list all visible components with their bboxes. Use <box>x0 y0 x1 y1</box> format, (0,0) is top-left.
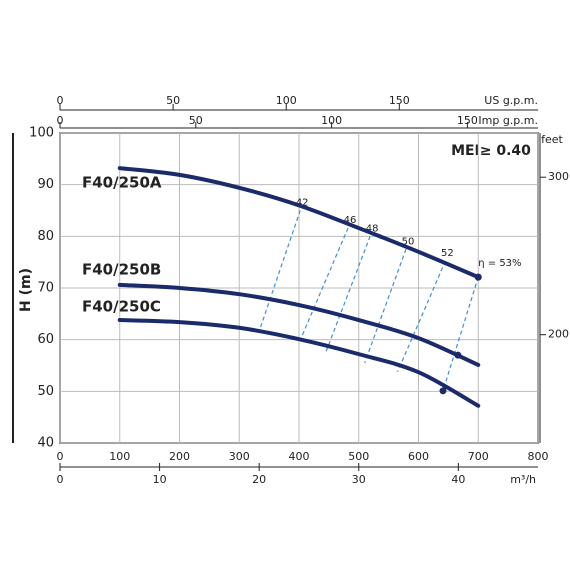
top-axis-label: Imp g.p.m. <box>478 114 538 127</box>
efficiency-line <box>325 236 371 353</box>
top-tick-label: 100 <box>321 114 342 127</box>
efficiency-line <box>364 249 407 364</box>
x-tick-label: 0 <box>57 450 64 463</box>
pump-curve <box>117 166 481 280</box>
y-tick-label: 90 <box>37 177 54 192</box>
x-tick-label: 400 <box>289 450 310 463</box>
y2-tick-label: 200 <box>548 328 569 341</box>
bep-marker <box>439 387 447 395</box>
x2-tick-label: 40 <box>451 473 465 486</box>
annotation-box <box>446 139 536 163</box>
y-tick-label: 80 <box>37 229 54 244</box>
bep-marker <box>474 273 482 281</box>
x-tick-label: 500 <box>348 450 369 463</box>
efficiency-label: 52 <box>441 248 454 259</box>
efficiency-label: 46 <box>344 215 357 226</box>
x2-axis-label: m³/h <box>510 473 536 486</box>
x2-tick-label: 10 <box>153 473 167 486</box>
y-tick-label: 50 <box>37 384 54 399</box>
top-tick-label: 50 <box>166 94 180 107</box>
efficiency-line <box>259 210 301 329</box>
y-tick-label: 40 <box>37 436 54 451</box>
top-tick-label: 0 <box>57 94 64 107</box>
annotation: MEI≥ 0.40 <box>451 143 531 159</box>
x2-tick-label: 0 <box>57 473 64 486</box>
pump-curve <box>117 282 481 367</box>
x-tick-label: 200 <box>169 450 190 463</box>
efficiency-line <box>397 260 446 372</box>
y-tick-label: 100 <box>29 126 54 141</box>
series-label: F40/250B <box>82 261 161 279</box>
top-tick-label: 150 <box>389 94 410 107</box>
x-tick-label: 800 <box>528 450 549 463</box>
x-tick-label: 100 <box>109 450 130 463</box>
efficiency-label: η = 53% <box>478 258 521 269</box>
top-tick-label: 0 <box>57 114 64 127</box>
y-axis-label: H (m) <box>18 268 34 312</box>
efficiency-label: 50 <box>402 236 415 247</box>
top-tick-label: 50 <box>189 114 203 127</box>
x-tick-label: 700 <box>468 450 489 463</box>
efficiency-label: 48 <box>366 223 379 234</box>
bep-marker <box>454 351 462 359</box>
top-axis-label: US g.p.m. <box>484 94 538 107</box>
efficiency-line <box>442 276 479 391</box>
x2-tick-label: 20 <box>252 473 266 486</box>
top-tick-label: 100 <box>276 94 297 107</box>
efficiency-label: 42 <box>296 198 309 209</box>
series-label: F40/250C <box>82 298 161 316</box>
y2-axis-label: feet <box>541 133 563 146</box>
x-tick-label: 600 <box>408 450 429 463</box>
y-tick-label: 70 <box>37 281 54 296</box>
y-tick-label: 60 <box>37 332 54 347</box>
x-tick-label: 300 <box>229 450 250 463</box>
series-label: F40/250A <box>82 174 162 192</box>
efficiency-line <box>299 227 349 341</box>
y2-tick-label: 300 <box>548 170 569 183</box>
top-tick-label: 150 <box>457 114 478 127</box>
pump-curve <box>117 318 481 408</box>
x2-tick-label: 30 <box>352 473 366 486</box>
